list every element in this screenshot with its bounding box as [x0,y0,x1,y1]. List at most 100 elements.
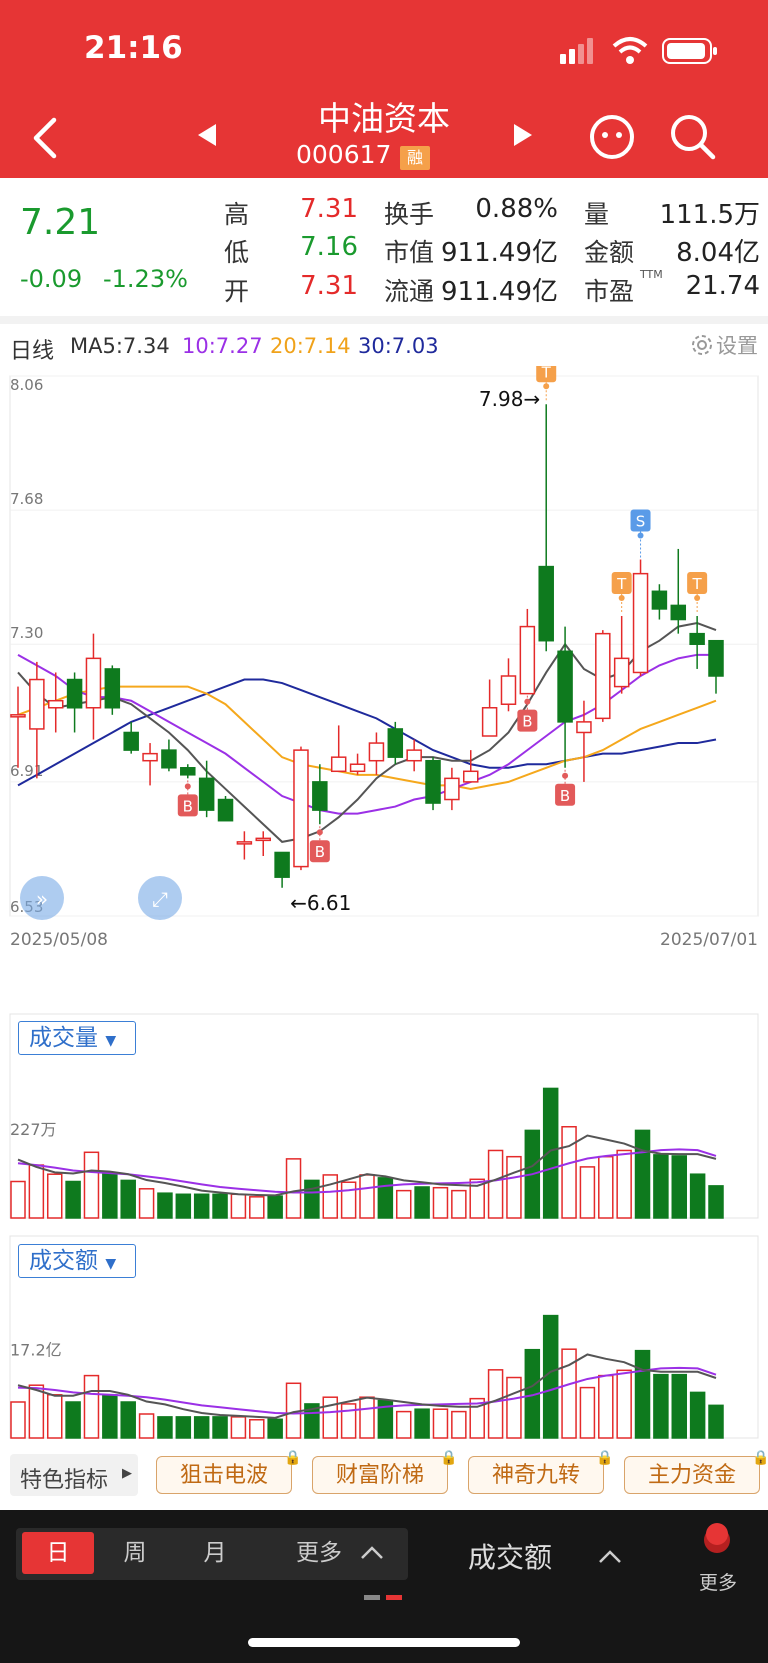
bar [653,1154,669,1219]
more-dot-icon[interactable] [702,1520,732,1554]
bar [322,1396,339,1439]
bar [193,1193,210,1219]
volume-indicator-select[interactable]: 成交量 ▼ [18,1021,136,1055]
candle-body [66,678,83,709]
bar [506,1155,522,1219]
more-right-label[interactable]: 更多 [699,1572,738,1594]
back-icon[interactable] [28,112,62,162]
indicator-pill-1[interactable]: 狙击电波 [156,1456,292,1494]
bar [634,1129,651,1219]
end-date-label: 2025/07/01 [660,930,758,950]
open-value: 7.31 [300,271,358,301]
candle-body [349,763,366,773]
signal-marker-buy [555,783,576,806]
candle-body [425,759,441,804]
high-annotation: 7.98→ [479,387,540,411]
pe-value: 21.74 [685,271,760,301]
kline-chart[interactable]: 8.067.687.306.916.537.98→←6.61BBBBTTST»⤢… [0,366,768,1006]
candle-body [142,752,158,762]
bar [414,1408,430,1439]
period-more[interactable]: 更多 [296,1540,342,1566]
bar [46,1173,63,1219]
candle-body [444,777,460,801]
bar [487,1149,504,1219]
chevron-up-icon[interactable] [596,1546,624,1566]
amount-indicator-select[interactable]: 成交额 ▼ [18,1244,136,1278]
amount-chart[interactable]: 17.2亿 [0,1234,768,1444]
bar [432,1408,449,1439]
price-change-pct: -1.23% [103,265,188,293]
pe-label: 市盈 [584,277,635,306]
candle-body [236,841,253,845]
bar [46,1394,63,1439]
divider [0,316,768,324]
marker-dot [524,698,531,705]
settings-label: 设置 [716,334,758,358]
float-value: 911.49亿 [441,277,558,307]
volume-chart[interactable]: 227万 [0,1012,768,1226]
status-time: 21:16 [84,30,183,66]
bar [579,1386,596,1439]
fullscreen-button[interactable] [138,876,182,920]
period-tab-month[interactable]: 月 [203,1540,227,1566]
chat-icon[interactable] [588,113,636,161]
bar [598,1374,614,1439]
bar [395,1189,412,1219]
settings-button[interactable]: 设置 [690,330,762,360]
candle-body [538,565,554,642]
marker-dot [316,829,323,836]
bar [469,1397,485,1439]
candle-body [123,731,139,751]
signal-marker-label: S [636,513,646,531]
open-label: 开 [224,277,250,306]
bar [267,1195,283,1219]
bottom-bar: 日 周 月 更多 成交额 更多 [0,1510,768,1663]
dropdown-triangle-icon: ▼ [105,1033,117,1049]
candle-body [557,650,573,723]
candle-body [312,781,328,811]
candle-body [330,756,347,773]
pe-ttm-sup: TTM [640,268,663,281]
marker-dot [562,772,569,779]
gear-icon [692,335,712,355]
volume-value: 111.5万 [659,200,760,230]
candle-body [161,749,177,769]
expand-sidebar-button[interactable] [20,876,64,920]
bar [671,1155,688,1219]
float-label: 流通 [384,277,435,306]
bar [120,1401,136,1439]
indicators-title[interactable]: 特色指标 ▶ [10,1454,138,1496]
indicator-pill-2[interactable]: 财富阶梯 [312,1456,448,1494]
bar [28,1164,45,1219]
sub-chart-label[interactable]: 成交额 [468,1541,553,1574]
bar [616,1369,632,1439]
candle-body [10,714,26,718]
search-icon[interactable] [668,112,718,162]
bar [340,1403,357,1439]
bar [395,1410,412,1439]
bar [10,1401,26,1439]
indicator-pill-4[interactable]: 主力资金 [624,1456,760,1494]
candle-body [255,837,271,842]
battery-icon [662,38,718,64]
indicator-pill-3[interactable]: 神奇九转 [468,1456,604,1494]
next-stock-icon[interactable] [512,122,534,148]
bar [267,1418,283,1439]
marker-dot [184,783,191,790]
signal-marker-buy [177,794,198,817]
bar [138,1413,155,1439]
signal-marker-sell [630,509,651,532]
period-tab-week[interactable]: 周 [123,1540,147,1566]
period-tab-day[interactable]: 日 [22,1532,94,1574]
candle-body [595,632,611,720]
prev-stock-icon[interactable] [196,122,218,148]
chevron-up-icon[interactable] [358,1542,386,1562]
bar [377,1177,394,1219]
ma5-line [17,1353,717,1419]
lock-icon: 🔒 [752,1450,768,1466]
lock-icon: 🔒 [596,1450,614,1466]
candle-body [481,707,498,737]
high-value: 7.31 [300,194,358,224]
bar [469,1178,485,1219]
amount-indicator-label: 成交额 [29,1248,98,1274]
